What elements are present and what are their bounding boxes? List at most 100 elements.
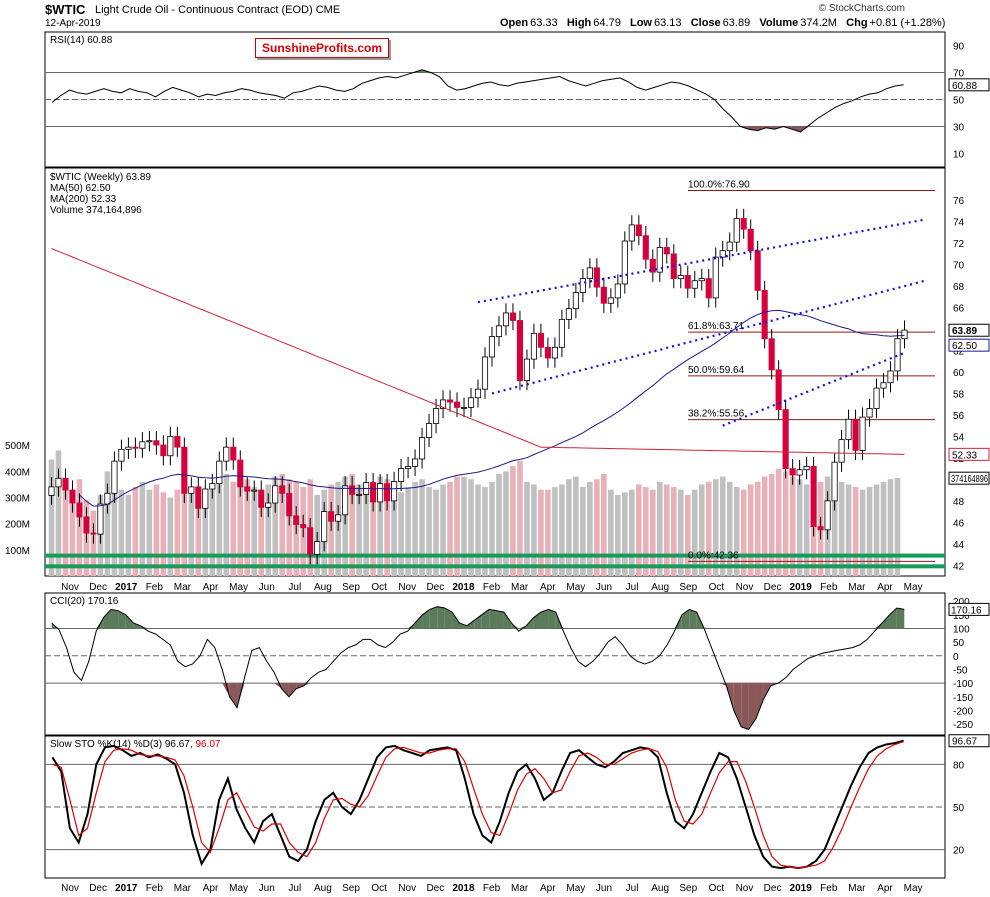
chart-date: 12-Apr-2019	[45, 18, 101, 29]
candle-body	[509, 312, 517, 321]
volume-bar	[69, 492, 76, 576]
time-axis-label: Dec	[89, 582, 107, 593]
volume-bar	[209, 489, 216, 576]
volume-bar	[838, 481, 845, 576]
candle-body	[69, 489, 76, 504]
candle-body	[649, 258, 656, 273]
volume-bar	[167, 497, 174, 576]
candle-body	[817, 526, 824, 531]
price-panel	[44, 167, 946, 577]
time-axis-label: Sep	[342, 582, 360, 593]
time-axis-label: Aug	[651, 582, 669, 593]
candle-body	[810, 466, 817, 528]
candle-body	[237, 459, 244, 488]
fib-level-label: 0.0%:42.36	[688, 550, 739, 561]
support-band-lower	[45, 564, 945, 569]
candle-body	[335, 514, 342, 522]
cci-tick-label: 100	[953, 625, 970, 636]
price-tick-label: 74	[953, 218, 965, 229]
candle-body	[600, 286, 607, 304]
candle-body	[726, 241, 733, 252]
volume-bar	[859, 489, 866, 576]
candle-body	[104, 492, 111, 505]
volume-bar	[370, 481, 376, 576]
volume-bar	[887, 479, 894, 576]
volume-bar	[712, 479, 719, 576]
volume-bar	[580, 487, 586, 576]
time-axis-label-bottom: 2018	[452, 883, 475, 894]
volume-bar	[440, 484, 446, 576]
rsi-area-channel	[722, 351, 906, 427]
volume-bar	[510, 466, 516, 576]
fib-level-label: 38.2%:55.56	[688, 409, 745, 420]
stochastic-current-box	[948, 734, 990, 748]
candle-body	[754, 250, 761, 291]
time-axis-label-bottom: Jul	[288, 883, 301, 894]
cci-negative-fill	[296, 683, 304, 689]
time-axis-label-bottom: Nov	[398, 883, 416, 894]
cci-negative-fill	[733, 683, 742, 727]
rsi-tick-label: 90	[953, 42, 965, 53]
cci-positive-fill	[437, 606, 445, 629]
candle-body	[111, 460, 118, 494]
candle-body	[55, 477, 62, 488]
time-axis-label: Jun	[596, 582, 612, 593]
symbol-label: $WTIC	[45, 2, 86, 17]
cci-positive-fill	[896, 608, 905, 629]
stochastic-current-label: 96.67	[952, 737, 977, 748]
volume-bar	[698, 484, 705, 576]
candle-body	[852, 418, 859, 451]
time-axis-label-bottom: Dec	[89, 883, 107, 894]
volume-bar	[76, 479, 83, 576]
last-close-label: 63.89	[952, 326, 977, 337]
time-axis-label-bottom: Feb	[820, 883, 838, 894]
volume-bar	[188, 487, 195, 576]
ohlc-readout: Open 63.33 High 64.79 Low 63.13 Close 63.89 …	[500, 17, 946, 29]
cci-tick-label: -250	[953, 720, 973, 731]
time-axis-label: Mar	[174, 582, 192, 593]
candle-body	[537, 332, 544, 348]
price-tick-label: 68	[953, 282, 965, 293]
volume-bar	[691, 489, 698, 576]
volume-bar	[552, 487, 558, 576]
volume-bar	[125, 494, 132, 576]
candle-body	[153, 440, 160, 446]
volume-bar	[615, 494, 621, 576]
volume-bar	[663, 484, 670, 576]
candle-body	[251, 489, 258, 492]
ma50-last-box	[948, 338, 990, 352]
volume-bar	[391, 487, 397, 576]
cci-positive-fill	[874, 623, 883, 629]
volume-bar	[670, 487, 677, 576]
candle-body	[76, 502, 83, 518]
volume-bar	[894, 477, 901, 576]
candle-body	[523, 358, 531, 381]
volume-last-box	[948, 471, 990, 485]
time-axis-label: Dec	[764, 582, 782, 593]
rsi-oversold-fill	[748, 126, 758, 131]
volume-bar	[160, 492, 167, 576]
volume-bar	[230, 481, 237, 576]
volume-bar	[279, 474, 286, 576]
support-band-upper	[45, 553, 945, 558]
candle-body	[768, 338, 775, 371]
cci-positive-fill	[489, 609, 497, 629]
candle-body	[516, 320, 524, 381]
time-axis-label: Apr	[203, 582, 219, 593]
candle-body	[740, 218, 747, 230]
volume-bar	[195, 497, 202, 576]
time-axis-label: 2019	[790, 582, 813, 593]
volume-bar	[118, 489, 125, 576]
volume-bar	[461, 476, 467, 576]
rsi-tick-label: 30	[953, 123, 965, 134]
volume-bar	[594, 479, 600, 576]
candle-body	[412, 458, 419, 467]
candle-body	[467, 397, 475, 408]
time-axis-label: Nov	[398, 582, 416, 593]
cci-title: CCI(20) 170.16	[50, 596, 119, 607]
cci-positive-fill	[681, 609, 690, 629]
volume-bar	[419, 479, 425, 576]
cci-positive-fill	[541, 609, 549, 629]
price-legend-entry: MA(50) 62.50	[50, 183, 111, 194]
rsi-oversold-fill	[791, 126, 801, 132]
